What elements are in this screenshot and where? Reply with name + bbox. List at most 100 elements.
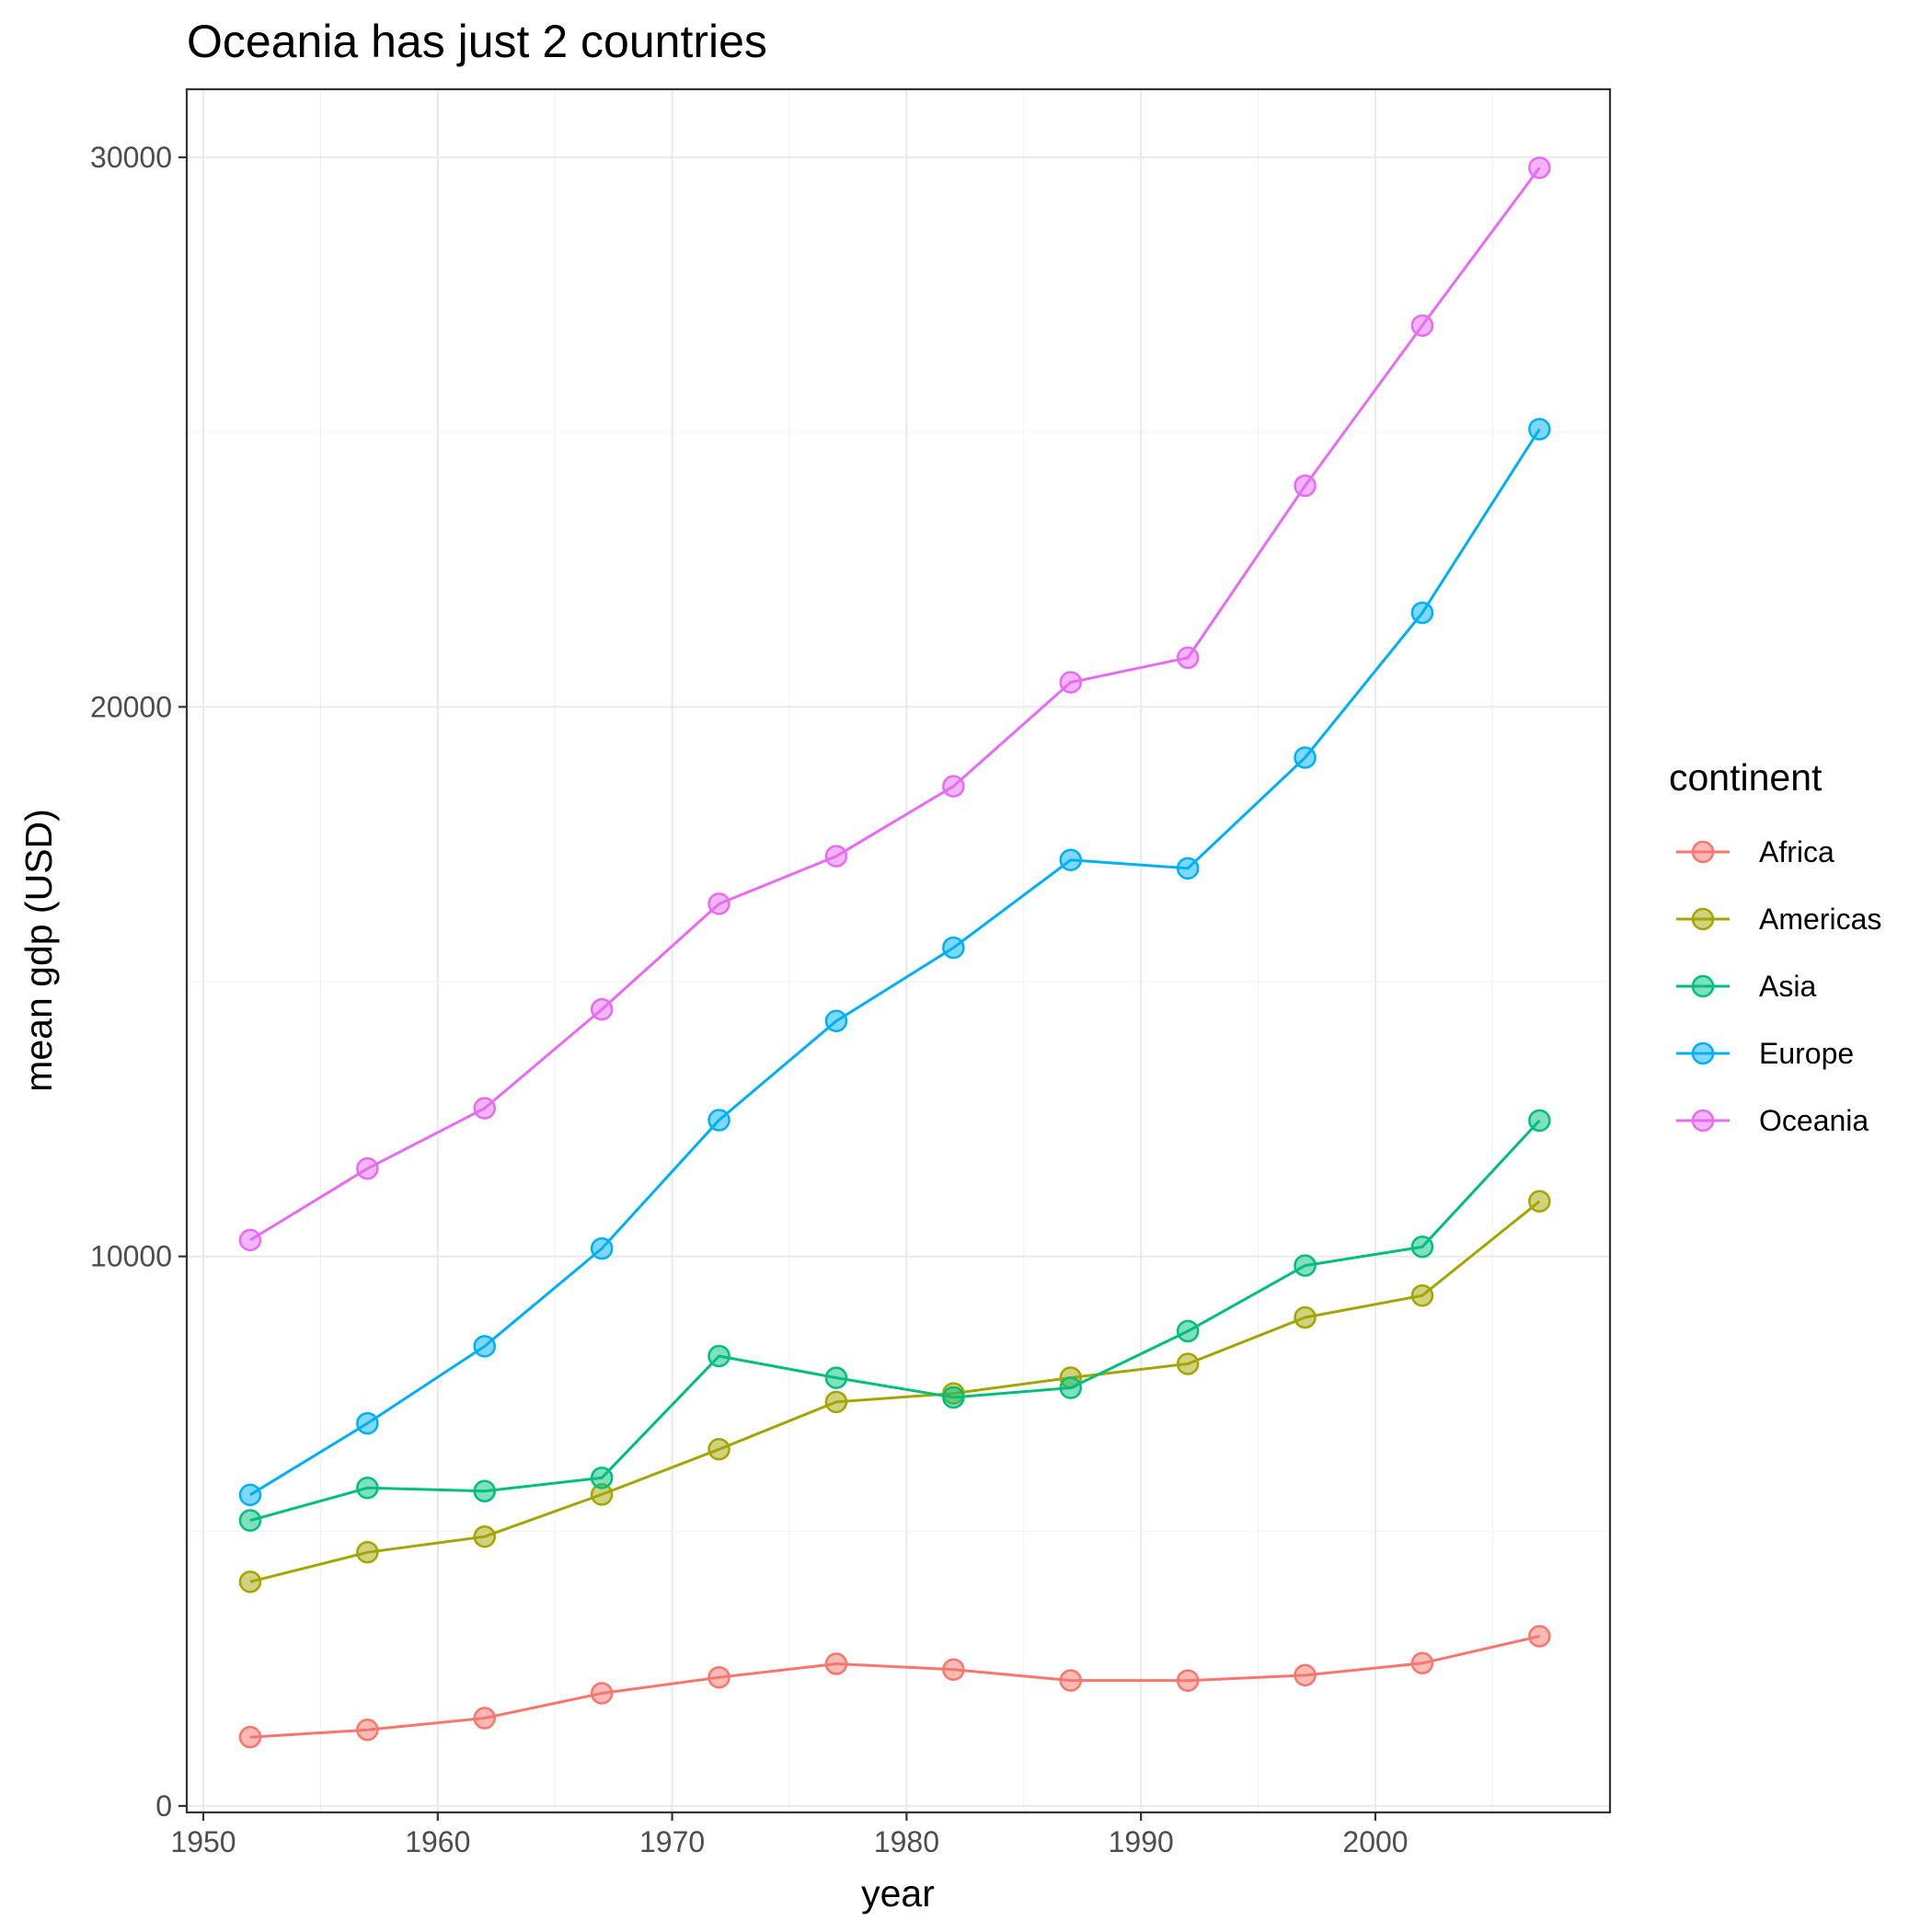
data-point: [1410, 1651, 1434, 1675]
y-axis-title: mean gdp (USD): [17, 809, 60, 1092]
legend-label: Europe: [1759, 1037, 1854, 1070]
data-point: [238, 1725, 262, 1749]
panel-border: [185, 87, 1612, 1814]
grid: [187, 89, 1610, 1812]
x-tick-label: 1950: [170, 1825, 236, 1858]
data-point: [1059, 1376, 1083, 1399]
data-point: [473, 1335, 497, 1358]
data-point: [1528, 418, 1551, 441]
series-line: [249, 1635, 1540, 1739]
data-point: [1528, 1109, 1551, 1133]
data-point: [356, 1719, 379, 1742]
series-layer: [238, 156, 1551, 1749]
data-point: [1528, 1190, 1551, 1213]
data-point: [824, 1366, 848, 1389]
data-point: [356, 1156, 379, 1180]
y-axis: 0 10000 20000 30000: [90, 141, 187, 1823]
data-point: [1294, 1254, 1317, 1277]
data-point: [1176, 1669, 1200, 1692]
data-point: [238, 1570, 262, 1593]
legend-key-point: [1691, 907, 1715, 931]
data-point: [1176, 1319, 1200, 1343]
legend-key-point: [1691, 840, 1715, 864]
x-axis-title: year: [861, 1872, 935, 1915]
series-line: [249, 428, 1541, 1497]
data-point: [473, 1479, 497, 1503]
x-axis: 1950 1960 1970 1980 1990 2000: [170, 1812, 1409, 1858]
series-oceania: [238, 156, 1551, 1252]
data-point: [707, 1344, 730, 1368]
x-tick-label: 1980: [874, 1825, 939, 1858]
data-point: [1410, 1283, 1434, 1307]
data-point: [1059, 671, 1083, 694]
series-line: [249, 167, 1541, 1242]
data-point: [590, 1236, 614, 1260]
data-point: [356, 1411, 379, 1435]
data-point: [238, 1228, 262, 1252]
data-point: [1410, 601, 1434, 625]
data-point: [824, 845, 848, 868]
data-point: [1528, 156, 1551, 179]
data-point: [942, 1658, 965, 1681]
data-point: [1059, 848, 1083, 872]
y-tick-label: 10000: [90, 1240, 172, 1273]
chart-title: Oceania has just 2 countries: [187, 16, 767, 67]
data-point: [1410, 1236, 1434, 1259]
data-point: [1528, 1625, 1551, 1648]
legend-item-africa: Africa: [1676, 835, 1834, 868]
data-point: [707, 892, 730, 915]
data-point: [942, 775, 965, 798]
data-point: [1059, 1669, 1083, 1692]
data-point: [707, 1665, 730, 1689]
y-tick-label: 30000: [90, 141, 172, 174]
data-point: [1294, 1663, 1317, 1687]
data-point: [824, 1009, 848, 1033]
legend-label: Americas: [1759, 903, 1881, 936]
data-point: [942, 936, 965, 960]
data-point: [238, 1483, 262, 1507]
legend-item-oceania: Oceania: [1676, 1104, 1869, 1137]
data-point: [356, 1541, 379, 1564]
legend-key-point: [1691, 1041, 1715, 1065]
data-point: [707, 1109, 730, 1132]
series-africa: [238, 1625, 1551, 1749]
data-point: [238, 1509, 262, 1532]
legend-key-point: [1691, 974, 1715, 998]
data-point: [590, 997, 614, 1021]
legend-item-americas: Americas: [1676, 903, 1881, 936]
data-point: [473, 1097, 497, 1120]
data-point: [1294, 1305, 1317, 1329]
data-point: [473, 1707, 497, 1730]
legend-label: Africa: [1759, 835, 1834, 868]
x-tick-label: 1990: [1109, 1825, 1174, 1858]
data-point: [707, 1438, 730, 1461]
legend: continent Africa Americas Asia Europe Oceani…: [1669, 756, 1881, 1137]
data-point: [1176, 857, 1200, 880]
data-point: [942, 1386, 965, 1409]
data-point: [1294, 746, 1317, 769]
data-point: [824, 1390, 848, 1414]
legend-item-europe: Europe: [1676, 1037, 1854, 1070]
y-tick-label: 20000: [90, 690, 172, 723]
legend-key-point: [1691, 1109, 1715, 1133]
series-americas: [238, 1190, 1551, 1593]
data-point: [824, 1652, 848, 1675]
legend-label: Oceania: [1759, 1104, 1869, 1137]
legend-label: Asia: [1759, 970, 1816, 1003]
data-point: [590, 1466, 614, 1489]
y-tick-label: 0: [155, 1789, 172, 1823]
data-point: [1176, 1352, 1200, 1375]
data-point: [473, 1524, 497, 1548]
data-point: [1294, 474, 1317, 498]
data-point: [590, 1682, 614, 1705]
legend-item-asia: Asia: [1676, 970, 1816, 1003]
x-tick-label: 1970: [639, 1825, 705, 1858]
series-line: [249, 1119, 1541, 1523]
data-point: [1410, 314, 1434, 338]
data-point: [356, 1477, 379, 1500]
data-point: [1176, 646, 1200, 670]
series-europe: [238, 418, 1551, 1507]
x-tick-label: 2000: [1342, 1825, 1408, 1858]
series-asia: [238, 1109, 1551, 1532]
